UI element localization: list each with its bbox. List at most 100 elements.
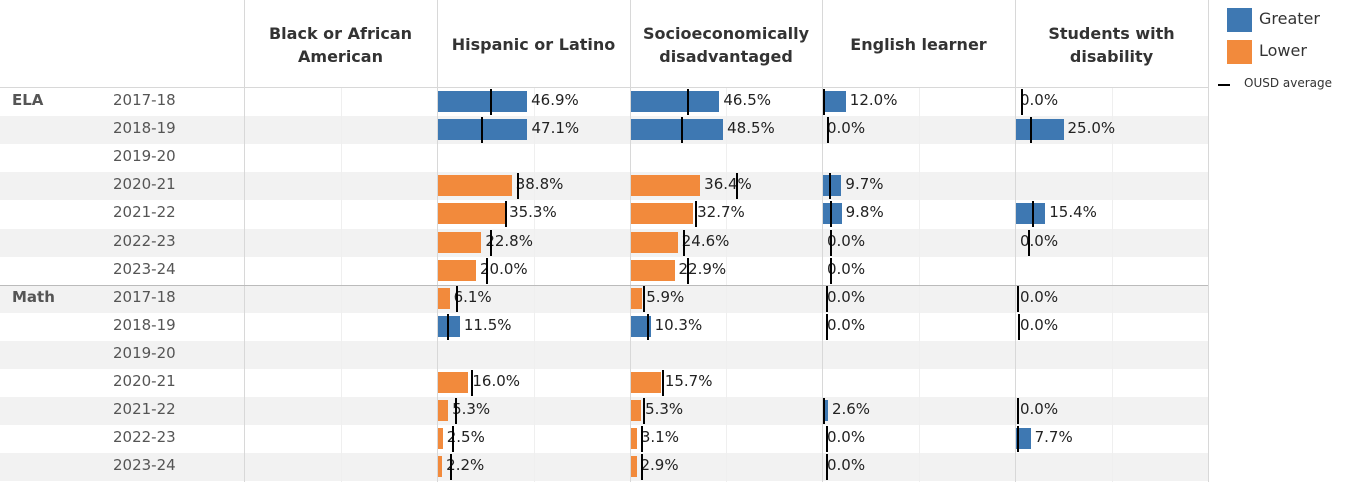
- subject-label: ELA: [12, 91, 44, 109]
- bar: [631, 175, 701, 197]
- average-mark: [826, 117, 829, 144]
- year-label: 2018-19: [113, 315, 176, 334]
- value-label: 2.5%: [446, 428, 485, 447]
- year-label: 2019-20: [113, 147, 176, 166]
- bar: [631, 259, 675, 281]
- column-separator: [437, 0, 438, 482]
- value-label: 0.0%: [827, 287, 866, 306]
- value-label: 0.0%: [1020, 287, 1059, 306]
- value-label: 22.8%: [485, 231, 533, 250]
- value-label: 2.2%: [446, 456, 485, 475]
- column-header: Hispanic or Latino: [451, 35, 616, 55]
- average-mark: [1016, 285, 1019, 312]
- bar: [823, 91, 846, 113]
- bar: [823, 203, 842, 225]
- value-label: 10.3%: [654, 315, 703, 334]
- value-label: 0.0%: [1020, 91, 1059, 109]
- average-mark: [455, 398, 458, 425]
- average-mark: [641, 426, 644, 453]
- value-label: 24.6%: [681, 231, 730, 250]
- average-mark: [446, 313, 449, 340]
- value-label: 7.7%: [1034, 428, 1073, 447]
- year-label: 2022-23: [113, 231, 176, 250]
- value-label: 35.3%: [509, 203, 557, 222]
- bar: [1016, 428, 1031, 450]
- average-mark: [490, 89, 493, 116]
- bar: [438, 400, 449, 422]
- average-mark: [450, 454, 453, 481]
- row-shade: [0, 340, 1208, 369]
- row-shade: [0, 284, 1208, 313]
- bar: [631, 231, 678, 253]
- average-mark: [1032, 201, 1035, 228]
- row-shade: [0, 172, 1208, 201]
- value-label: 11.5%: [463, 315, 512, 334]
- value-label: 9.7%: [845, 175, 884, 194]
- column-header: Students with disability: [1048, 23, 1175, 66]
- bar: [631, 456, 637, 478]
- value-label: 25.0%: [1067, 119, 1116, 138]
- average-mark: [647, 313, 650, 340]
- header-line: [0, 87, 1208, 88]
- value-label: 0.0%: [1020, 231, 1059, 250]
- average-mark: [452, 426, 455, 453]
- bar: [438, 231, 482, 253]
- bar: [438, 428, 443, 450]
- bar: [823, 400, 828, 422]
- column-separator: [1208, 0, 1209, 482]
- average-mark: [480, 117, 483, 144]
- average-mark: [490, 229, 493, 256]
- legend-label: Lower: [1259, 41, 1307, 60]
- year-label: 2020-21: [113, 372, 176, 390]
- average-mark: [1028, 229, 1031, 256]
- year-label: 2023-24: [113, 259, 176, 278]
- average-mark: [825, 313, 828, 340]
- average-mark: [1017, 313, 1020, 340]
- average-mark: [694, 201, 697, 228]
- bar: [438, 203, 506, 225]
- year-label: 2017-18: [113, 287, 176, 306]
- average-mark: [829, 173, 832, 200]
- value-label: 46.9%: [531, 91, 579, 109]
- value-label: 0.0%: [827, 231, 866, 250]
- year-label: 2021-22: [113, 203, 176, 222]
- column-header: Black or African American: [268, 23, 412, 66]
- value-label: 5.3%: [645, 400, 684, 419]
- value-label: 0.0%: [827, 119, 866, 138]
- value-label: 0.0%: [1020, 315, 1059, 334]
- value-label: 6.1%: [453, 287, 492, 306]
- value-label: 46.5%: [723, 91, 771, 109]
- bar: [438, 456, 443, 478]
- bar: [438, 91, 528, 113]
- average-mark: [822, 398, 825, 425]
- average-mark: [1020, 89, 1023, 116]
- value-label: 2.6%: [831, 400, 871, 419]
- average-mark: [641, 454, 644, 481]
- value-label: 47.1%: [531, 119, 580, 138]
- row-shade: [0, 397, 1208, 426]
- year-label: 2019-20: [113, 343, 176, 362]
- bar: [1016, 203, 1046, 225]
- value-label: 5.3%: [452, 400, 491, 419]
- average-mark: [825, 426, 828, 453]
- legend-swatch: [1227, 8, 1252, 32]
- bar: [631, 287, 643, 309]
- column-header: Socioeconomically disadvantaged: [642, 23, 810, 66]
- average-mark: [516, 173, 519, 200]
- row-shade: [0, 116, 1208, 145]
- value-label: 48.5%: [727, 119, 775, 138]
- column-separator: [822, 0, 823, 482]
- year-label: 2023-24: [113, 456, 176, 475]
- value-label: 0.0%: [827, 428, 866, 447]
- bar: [438, 175, 512, 197]
- average-mark: [829, 257, 832, 284]
- subject-label: Math: [12, 287, 55, 306]
- year-label: 2020-21: [113, 175, 176, 194]
- bar: [438, 372, 469, 394]
- subject-separator: [0, 284, 1208, 286]
- average-mark: [687, 89, 689, 116]
- bar: [823, 175, 842, 197]
- average-mark: [1016, 398, 1019, 425]
- column-separator: [1015, 0, 1016, 482]
- value-label: 0.0%: [827, 456, 866, 475]
